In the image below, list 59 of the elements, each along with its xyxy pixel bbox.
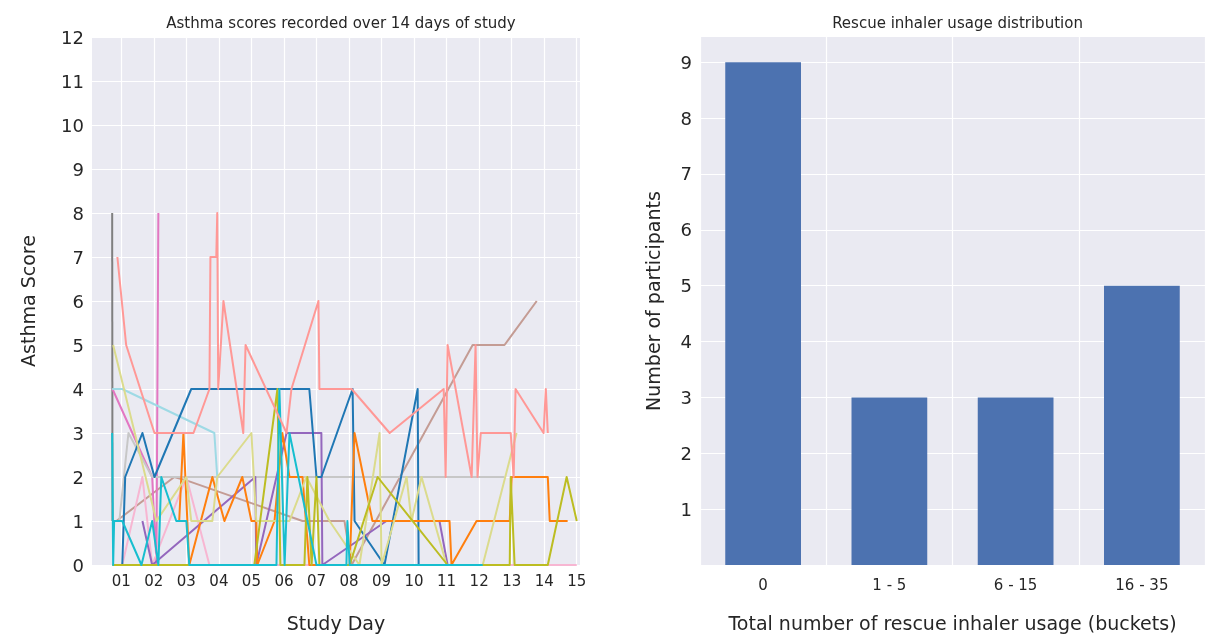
y-axis-title: Number of participants — [641, 191, 664, 411]
x-tick-label: 04 — [209, 571, 229, 590]
y-tick-label: 3 — [680, 386, 692, 408]
x-tick-label: 06 — [274, 571, 294, 590]
x-tick-label: 0 — [758, 575, 768, 594]
line-series — [178, 432, 569, 566]
chart-title: Asthma scores recorded over 14 days of study — [166, 13, 516, 32]
line-series — [121, 388, 420, 566]
y-tick-label: 4 — [680, 331, 692, 353]
y-tick-label: 8 — [72, 202, 84, 224]
bar — [851, 397, 928, 565]
y-tick-label: 1 — [680, 498, 692, 520]
x-tick-label: 15 — [567, 571, 587, 590]
y-tick-label: 3 — [72, 422, 84, 444]
x-tick-label: 6 - 15 — [993, 575, 1038, 594]
y-tick-label: 0 — [72, 554, 84, 576]
x-tick-label: 02 — [144, 571, 164, 590]
y-tick-label: 6 — [72, 290, 84, 312]
y-tick-label: 11 — [61, 70, 84, 92]
chart-title: Rescue inhaler usage distribution — [832, 13, 1083, 32]
bar — [1104, 285, 1180, 565]
line-series — [116, 212, 549, 478]
x-tick-label: 05 — [241, 571, 261, 590]
x-tick-label: 11 — [437, 571, 457, 590]
line-series — [111, 388, 484, 566]
y-tick-label: 10 — [61, 114, 84, 136]
x-tick-label: 07 — [306, 571, 327, 590]
y-tick-label: 5 — [72, 334, 84, 356]
x-tick-label: 14 — [534, 571, 554, 590]
y-tick-label: 7 — [72, 246, 84, 268]
y-tick-label: 12 — [61, 26, 84, 48]
y-tick-label: 2 — [72, 466, 84, 488]
y-tick-label: 2 — [680, 442, 692, 464]
line-series — [111, 212, 160, 566]
y-axis-title: Asthma Score — [16, 235, 39, 367]
x-axis-title: Total number of rescue inhaler usage (buckets) — [727, 611, 1177, 634]
x-tick-label: 13 — [502, 571, 522, 590]
x-tick-label: 01 — [111, 571, 131, 590]
x-tick-label: 08 — [339, 571, 359, 590]
line-series — [112, 344, 518, 566]
bar — [977, 397, 1054, 565]
x-tick-label: 1 - 5 — [872, 575, 907, 594]
x-tick-label: 10 — [404, 571, 424, 590]
x-tick-label: 12 — [469, 571, 489, 590]
y-tick-label: 1 — [72, 510, 84, 532]
y-tick-label: 7 — [680, 163, 692, 185]
y-tick-label: 8 — [680, 107, 692, 129]
y-tick-label: 9 — [72, 158, 84, 180]
y-tick-label: 4 — [72, 378, 84, 400]
x-tick-label: 16 - 35 — [1115, 575, 1169, 594]
y-tick-label: 6 — [680, 219, 692, 241]
x-axis-title: Study Day — [286, 611, 386, 634]
line-series — [111, 388, 578, 566]
y-tick-label: 5 — [680, 275, 692, 297]
bar — [725, 62, 801, 565]
x-tick-label: 09 — [372, 571, 392, 590]
line-series — [115, 300, 538, 566]
x-tick-label: 03 — [176, 571, 196, 590]
y-tick-label: 9 — [680, 51, 692, 73]
